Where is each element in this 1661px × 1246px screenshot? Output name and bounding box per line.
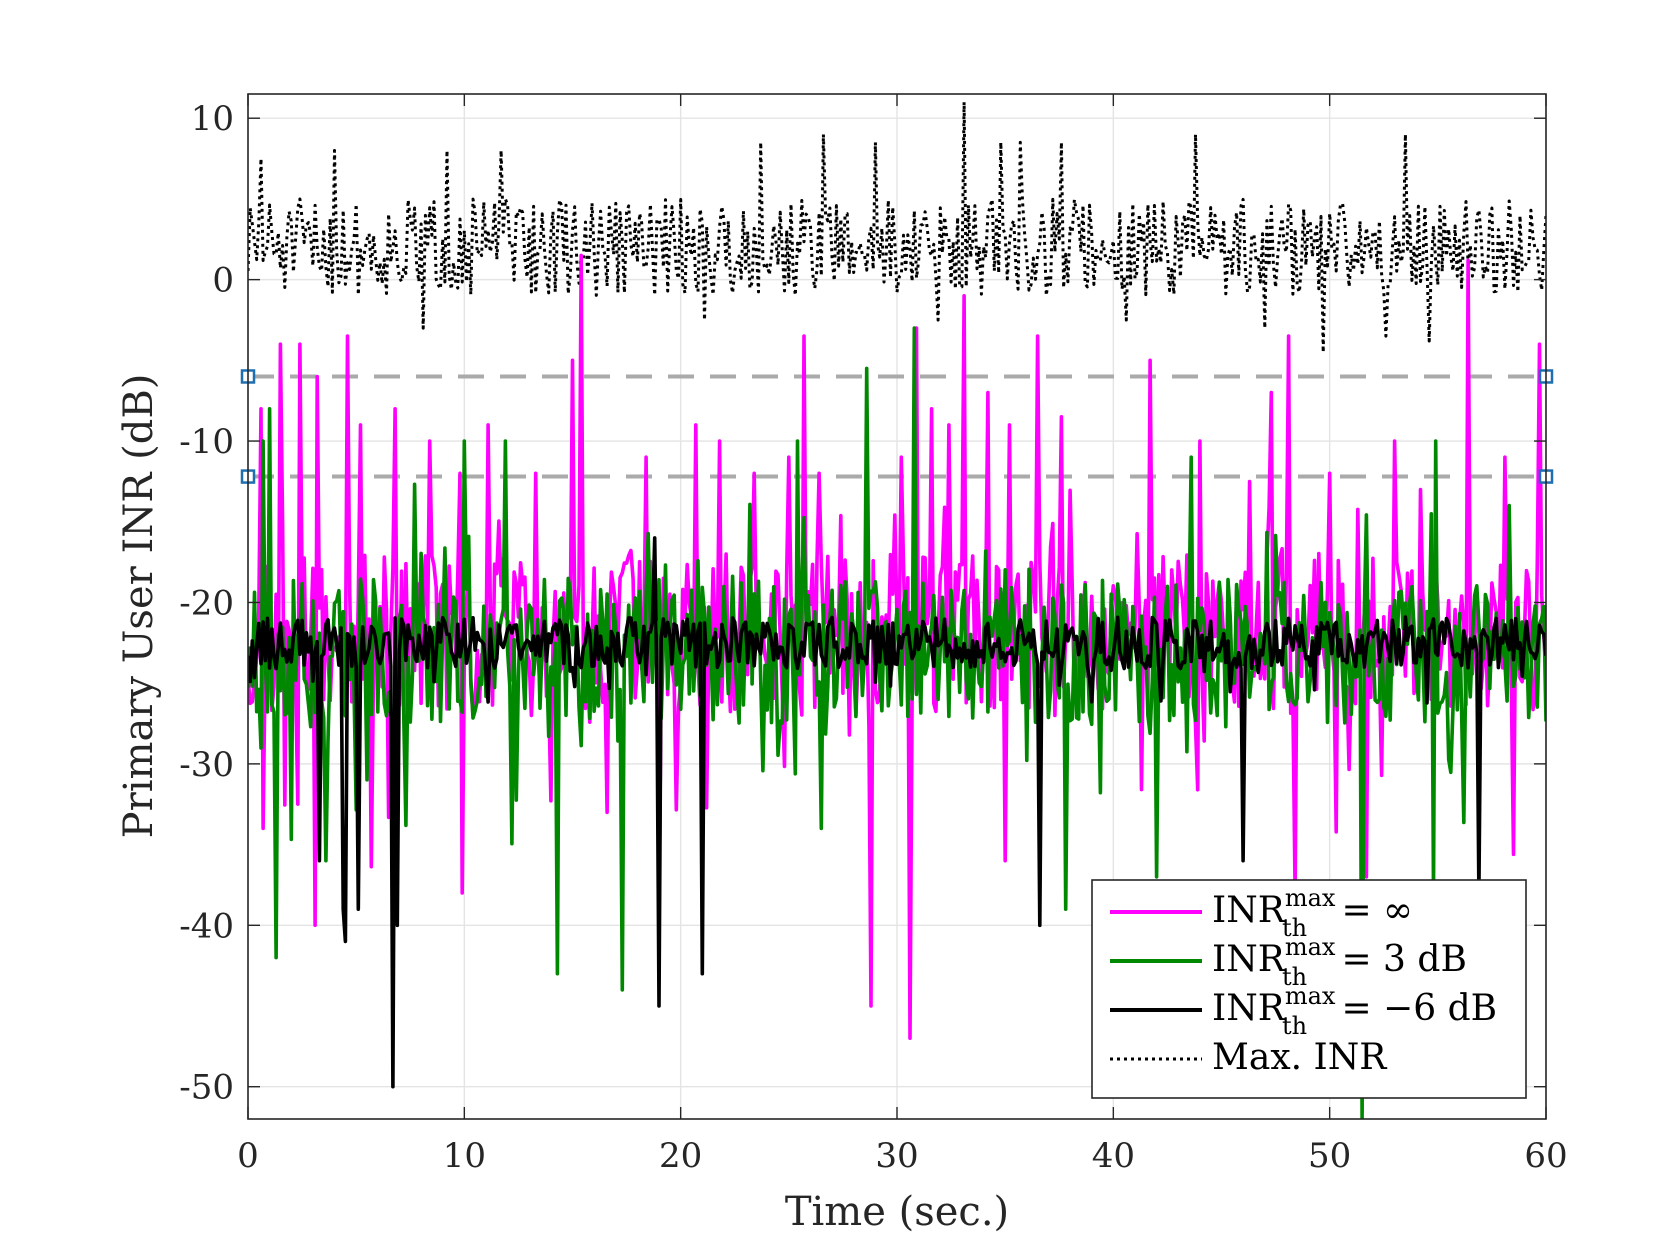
y-tick-label: 0 bbox=[212, 261, 234, 301]
y-tick-label: -10 bbox=[179, 422, 234, 462]
x-tick-label: 20 bbox=[659, 1136, 702, 1176]
y-tick-label: -20 bbox=[179, 583, 234, 623]
x-tick-label: 40 bbox=[1092, 1136, 1135, 1176]
legend-box bbox=[1091, 879, 1527, 1099]
y-axis-title: Primary User INR (dB) bbox=[116, 374, 162, 839]
x-tick-label: 30 bbox=[875, 1136, 918, 1176]
x-tick-labels: 0 10 20 30 40 50 60 bbox=[237, 1136, 1567, 1176]
y-tick-labels: 10 0 -10 -20 -30 -40 -50 bbox=[179, 99, 234, 1108]
ticks bbox=[247, 94, 1547, 1119]
legend-label-1: INRmax th = 3 dB bbox=[1212, 933, 1467, 991]
legend-label-2: INRmax th = −6 dB bbox=[1212, 982, 1497, 1040]
x-tick-label: 60 bbox=[1524, 1136, 1567, 1176]
series-line-2 bbox=[248, 536, 1546, 1089]
series-layer bbox=[248, 100, 1546, 1119]
x-axis-title: Time (sec.) bbox=[785, 1189, 1009, 1235]
x-tick-label: 0 bbox=[237, 1136, 259, 1176]
y-tick-label: -30 bbox=[179, 745, 234, 785]
legend-label-3: Max. INR bbox=[1212, 1037, 1387, 1078]
series-line-1 bbox=[248, 326, 1546, 1119]
legend-label-0: INRmax th = ∞ bbox=[1212, 884, 1413, 942]
x-tick-label: 50 bbox=[1308, 1136, 1351, 1176]
y-tick-label: 10 bbox=[191, 99, 234, 139]
y-tick-label: -50 bbox=[179, 1068, 234, 1108]
x-tick-label: 10 bbox=[443, 1136, 486, 1176]
y-tick-label: -40 bbox=[179, 906, 234, 946]
